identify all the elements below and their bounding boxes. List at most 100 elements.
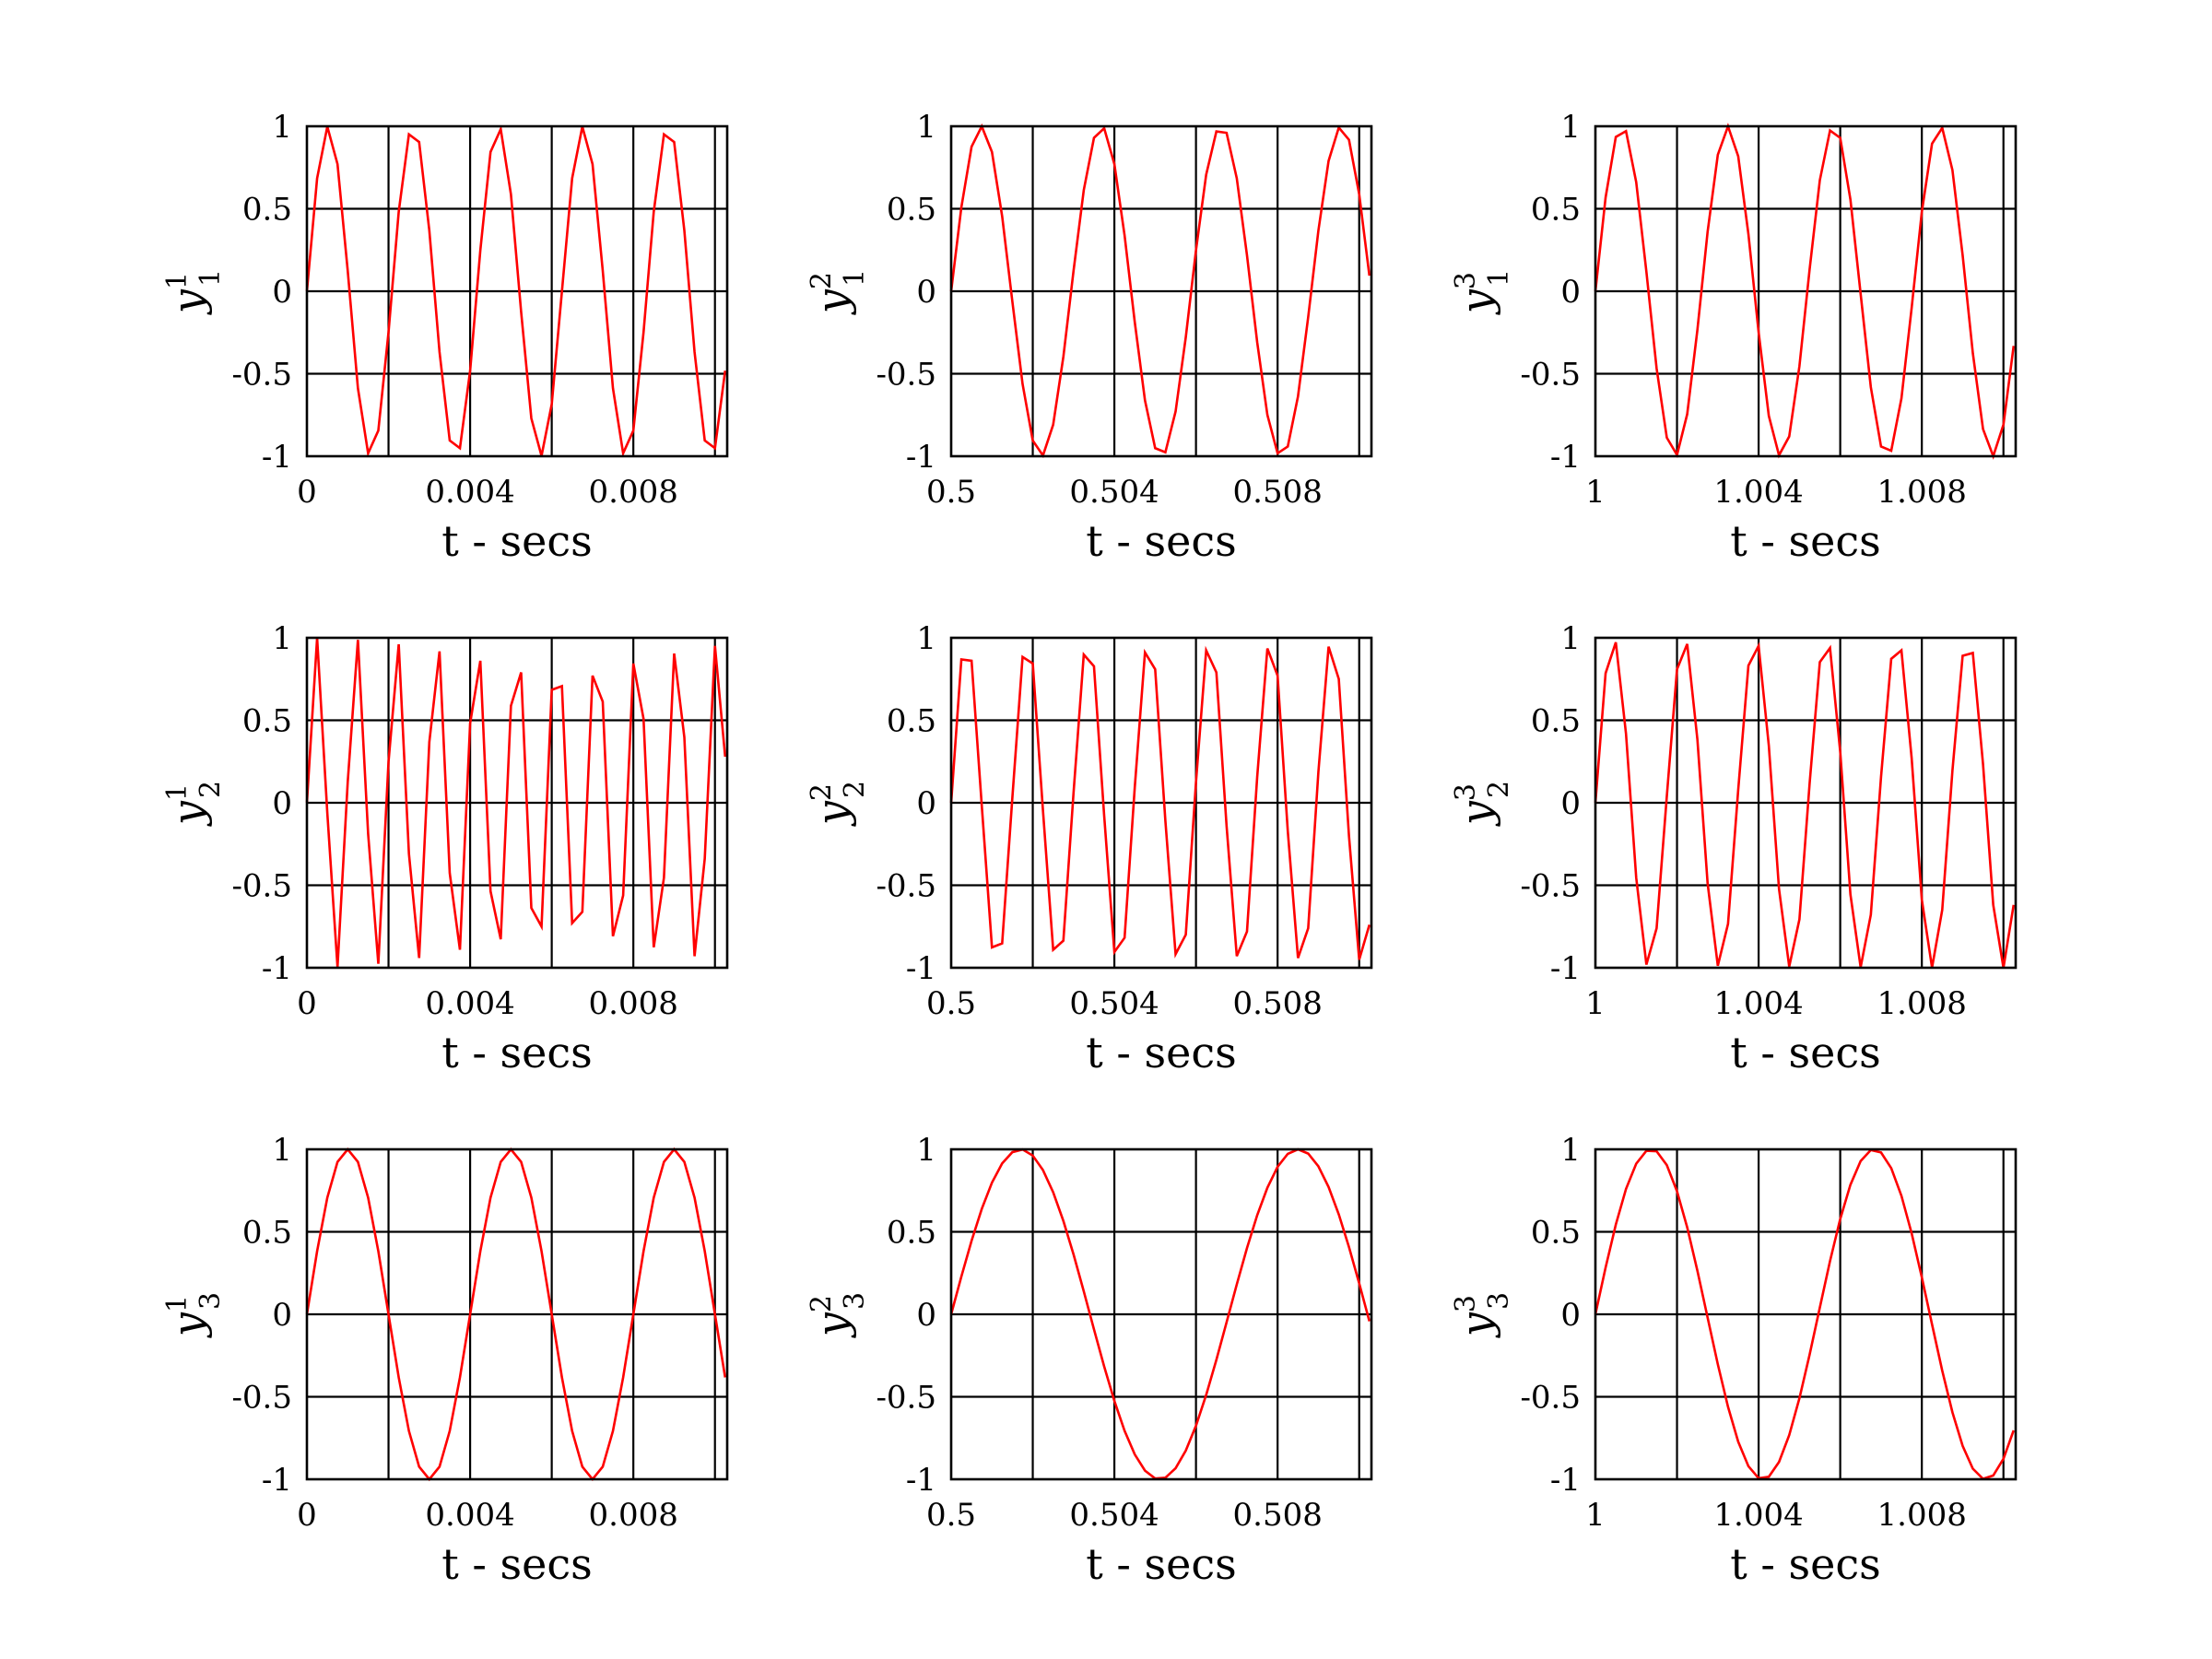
y-axis-label: y12 <box>161 781 227 827</box>
y-axis-label-superscript: 3 <box>1450 1295 1482 1312</box>
y-axis-label-subscript: 1 <box>194 269 227 287</box>
y-axis-label-base: y <box>807 288 857 315</box>
y-tick-label: -0.5 <box>231 868 292 905</box>
x-tick-label: 0.5 <box>926 1497 976 1534</box>
y-axis-label: y31 <box>1450 269 1515 315</box>
x-axis-label: t - secs <box>1730 1539 1880 1589</box>
series-line <box>305 124 727 458</box>
y-axis-label-base: y <box>807 800 857 827</box>
x-tick-label: 1 <box>1585 1497 1606 1534</box>
y-tick-label: 0 <box>272 1297 292 1334</box>
x-tick-label: 0.008 <box>589 1497 678 1534</box>
y-axis-label: y21 <box>806 269 871 315</box>
y-tick-label: 0.5 <box>887 703 936 740</box>
x-tick-label: 0.008 <box>589 474 678 511</box>
x-tick-label: 1.008 <box>1877 1497 1967 1534</box>
y-tick-label: 0.5 <box>242 1215 292 1252</box>
y-axis-label-base: y <box>163 1312 213 1338</box>
y-axis-label-superscript: 1 <box>161 783 194 801</box>
y-tick-label: 0 <box>272 274 292 311</box>
y-axis-label: y13 <box>161 1292 227 1338</box>
y-axis-label-subscript: 3 <box>839 1292 871 1310</box>
axes-frame <box>949 1147 1373 1481</box>
y-axis-label-superscript: 3 <box>1450 783 1482 801</box>
y-tick-label: -0.5 <box>876 1380 936 1417</box>
x-axis-label: t - secs <box>1086 1028 1236 1077</box>
y-axis-label-subscript: 2 <box>1483 781 1515 798</box>
axes-frame <box>949 636 1373 970</box>
y-axis-label-subscript: 1 <box>839 269 871 287</box>
y-tick-label: 1 <box>1560 620 1581 657</box>
y-axis-label: y32 <box>1450 781 1515 827</box>
y-tick-label: -0.5 <box>1520 357 1581 394</box>
x-tick-label: 0.504 <box>1069 1497 1159 1534</box>
x-axis-label: t - secs <box>1730 1028 1880 1077</box>
x-tick-label: 1.004 <box>1713 985 1803 1022</box>
y-tick-label: 0 <box>1560 274 1581 311</box>
y-tick-label: 1 <box>272 620 292 657</box>
y-tick-label: 0 <box>1560 1297 1581 1334</box>
x-tick-label: 1.004 <box>1713 474 1803 511</box>
y-tick-label: 1 <box>916 1132 936 1169</box>
y-tick-label: 0.5 <box>1531 703 1581 740</box>
y-axis-label-subscript: 1 <box>1483 269 1515 287</box>
x-tick-label: 0 <box>297 1497 317 1534</box>
y-tick-label: 0.5 <box>242 703 292 740</box>
y-axis-label-superscript: 1 <box>161 272 194 289</box>
y-axis-label: y23 <box>806 1292 871 1338</box>
y-tick-label: -1 <box>262 439 292 476</box>
series-line <box>305 1147 727 1482</box>
y-tick-label: 0 <box>916 274 936 311</box>
y-tick-label: -0.5 <box>1520 1380 1581 1417</box>
y-tick-label: -1 <box>262 950 292 987</box>
y-tick-label: 0.5 <box>242 192 292 229</box>
y-axis-label-superscript: 2 <box>806 272 838 289</box>
y-tick-label: 0.5 <box>887 1215 936 1252</box>
y-axis-label-base: y <box>1452 800 1501 827</box>
x-tick-label: 0.508 <box>1233 985 1323 1022</box>
x-tick-label: 0.004 <box>425 1497 514 1534</box>
axes-frame <box>1594 1147 2018 1481</box>
x-tick-label: 1 <box>1585 985 1606 1022</box>
y-axis-label-superscript: 3 <box>1450 272 1482 289</box>
y-axis-label-base: y <box>163 288 213 315</box>
y-tick-label: -0.5 <box>1520 868 1581 905</box>
x-axis-label: t - secs <box>1730 516 1880 566</box>
y-axis-label-superscript: 1 <box>161 1295 194 1312</box>
x-tick-label: 0 <box>297 985 317 1022</box>
x-tick-label: 0.004 <box>425 474 514 511</box>
series-line <box>305 638 727 968</box>
y-tick-label: 1 <box>916 620 936 657</box>
y-axis-label-base: y <box>1452 288 1501 315</box>
x-tick-label: 0.5 <box>926 474 976 511</box>
x-axis-label: t - secs <box>441 1539 592 1589</box>
y-tick-label: -1 <box>906 950 936 987</box>
y-axis-label: y22 <box>806 781 871 827</box>
axes-frame <box>949 124 1373 458</box>
y-tick-label: 0 <box>916 785 936 822</box>
y-axis-label: y33 <box>1450 1292 1515 1338</box>
y-tick-label: -1 <box>262 1462 292 1499</box>
y-axis-label-subscript: 2 <box>194 781 227 798</box>
series-line <box>1594 641 2016 969</box>
x-tick-label: 0.008 <box>589 985 678 1022</box>
y-tick-label: 0 <box>916 1297 936 1334</box>
x-axis-label: t - secs <box>441 516 592 566</box>
y-tick-label: -1 <box>1550 950 1581 987</box>
x-axis-label: t - secs <box>1086 1539 1236 1589</box>
y-tick-label: -0.5 <box>876 868 936 905</box>
x-tick-label: 1.008 <box>1877 474 1967 511</box>
x-tick-label: 1 <box>1585 474 1606 511</box>
x-axis-label: t - secs <box>1086 516 1236 566</box>
x-tick-label: 0.504 <box>1069 474 1159 511</box>
x-tick-label: 1.008 <box>1877 985 1967 1022</box>
x-tick-label: 0.504 <box>1069 985 1159 1022</box>
x-tick-label: 0 <box>297 474 317 511</box>
y-tick-label: -0.5 <box>231 357 292 394</box>
y-tick-label: -0.5 <box>876 357 936 394</box>
y-axis-label-subscript: 3 <box>1483 1292 1515 1310</box>
